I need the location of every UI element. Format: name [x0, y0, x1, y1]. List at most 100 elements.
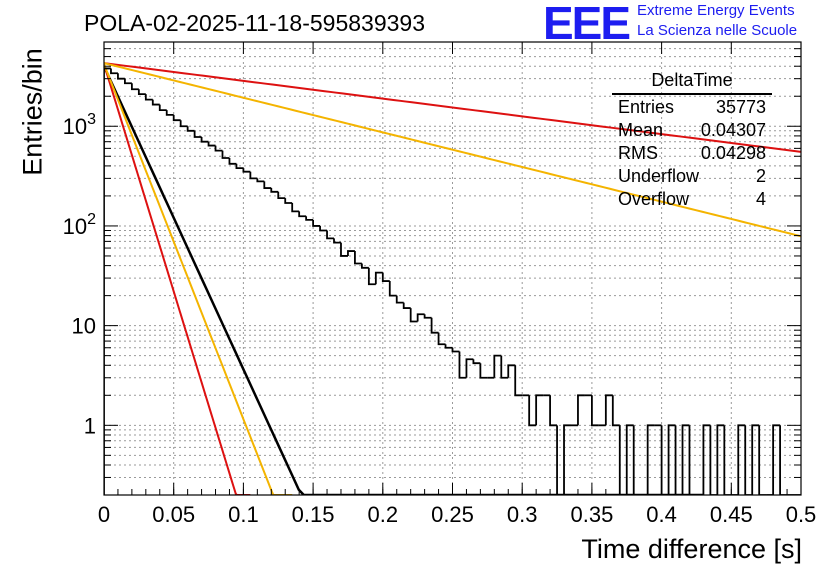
- histogram-bin: [291, 202, 300, 213]
- histogram-bin: [500, 355, 509, 379]
- stats-label: Entries: [618, 97, 675, 117]
- histogram-bin: [437, 332, 446, 346]
- histogram-bin: [117, 73, 125, 80]
- histogram-bin: [347, 250, 355, 256]
- histogram-bin: [451, 347, 460, 353]
- histogram-bin: [144, 94, 153, 101]
- histogram-bin: [151, 99, 160, 106]
- x-tick-label: 0: [98, 502, 110, 527]
- histogram-bin: [535, 394, 544, 426]
- histogram-bin: [186, 126, 195, 132]
- histogram-bin: [528, 395, 537, 427]
- histogram-bin: [604, 394, 613, 426]
- histogram-bin: [354, 251, 362, 265]
- histogram-bin: [402, 302, 411, 309]
- histogram-bin: [228, 158, 237, 165]
- histogram-bin: [333, 238, 341, 244]
- histogram-bin: [374, 271, 383, 285]
- x-tick-label: 0.45: [710, 502, 753, 527]
- histogram-bin: [674, 425, 683, 495]
- histogram-bin: [493, 354, 502, 378]
- histogram-bin: [388, 281, 397, 297]
- histogram-bin: [179, 120, 188, 128]
- stats-value: 0.04307: [700, 120, 766, 140]
- series-red-shallow: [104, 62, 801, 153]
- histogram-bin: [214, 145, 223, 152]
- x-tick-label: 0.5: [786, 502, 817, 527]
- x-tick-label: 0.2: [368, 502, 399, 527]
- histogram-bin: [667, 424, 676, 495]
- histogram-bin: [563, 424, 571, 495]
- histogram-bin: [277, 191, 286, 200]
- histogram-bin: [660, 425, 669, 495]
- histogram-bin: [618, 425, 627, 495]
- histogram-bin: [514, 365, 523, 397]
- histogram-bin: [124, 78, 132, 85]
- y-tick-label: 103: [63, 111, 96, 139]
- histogram-bin: [458, 351, 467, 379]
- stats-title: DeltaTime: [612, 70, 772, 95]
- histogram-bin: [193, 130, 202, 138]
- histogram-bin: [772, 424, 781, 495]
- series-orange-shallow: [104, 62, 801, 238]
- stats-label: Underflow: [618, 166, 700, 186]
- histogram-bin: [472, 359, 481, 365]
- histogram-bin: [367, 267, 376, 286]
- logo-line-2: La Scienza nelle Scuole: [637, 22, 798, 39]
- stats-label: Overflow: [618, 189, 690, 209]
- histogram-bin: [200, 137, 209, 143]
- logo-line-1: Extreme Energy Events: [637, 2, 795, 19]
- stats-row-overflow: Overflow 4: [612, 188, 772, 211]
- histogram-bin: [444, 344, 453, 349]
- histogram-bin: [758, 425, 767, 495]
- stats-value: 35773: [715, 97, 766, 117]
- histogram-bin: [110, 68, 118, 75]
- x-tick-label: 0.15: [292, 502, 335, 527]
- histogram-bin: [104, 67, 111, 495]
- y-tick-label: 10: [72, 314, 96, 339]
- stats-value: 2: [755, 166, 766, 186]
- y-tick-label: 102: [63, 211, 96, 239]
- histogram-bin: [688, 425, 697, 495]
- histogram-bin: [172, 114, 181, 122]
- stats-row-underflow: Underflow 2: [612, 165, 772, 188]
- histogram-bin: [137, 89, 146, 96]
- y-axis-label: Entries/bin: [17, 48, 48, 176]
- stats-box: DeltaTime Entries 35773 Mean 0.04307 RMS…: [612, 70, 772, 211]
- histogram-bin: [130, 83, 139, 91]
- x-tick-label: 0.3: [507, 502, 538, 527]
- histogram-bin: [625, 424, 634, 495]
- histogram-bin: [416, 313, 425, 322]
- histogram-bin: [242, 168, 251, 173]
- histogram-bin: [284, 198, 293, 204]
- histogram-bin: [395, 295, 404, 304]
- histogram-bin: [465, 358, 474, 378]
- histogram-bin: [312, 219, 321, 227]
- histogram-bin: [737, 424, 746, 495]
- histogram-bin: [577, 394, 585, 426]
- histogram-bin: [235, 163, 244, 170]
- histogram-bin: [632, 425, 641, 495]
- histogram-bin: [381, 272, 390, 282]
- histogram-bin: [751, 424, 760, 495]
- histogram-bin: [319, 225, 328, 232]
- histogram-bin: [270, 188, 279, 193]
- histogram-bin: [298, 211, 307, 218]
- stats-value: 0.04298: [700, 143, 766, 163]
- x-tick-label: 0.1: [228, 502, 259, 527]
- histogram-bin: [549, 395, 558, 427]
- histogram-bin: [305, 216, 314, 221]
- histogram-bin: [165, 110, 174, 116]
- stats-label: Mean: [618, 120, 664, 140]
- x-axis-label: Time difference [s]: [581, 534, 802, 564]
- histogram-bin: [591, 395, 599, 427]
- histogram-bin: [716, 424, 725, 495]
- histogram-bin: [779, 425, 788, 495]
- x-tick-label: 0.4: [646, 502, 677, 527]
- histogram-bin: [646, 424, 655, 495]
- y-tick-label: 1: [84, 413, 96, 438]
- histogram-bin: [744, 425, 753, 495]
- histogram-bin: [709, 425, 718, 495]
- histogram-bin: [158, 104, 167, 112]
